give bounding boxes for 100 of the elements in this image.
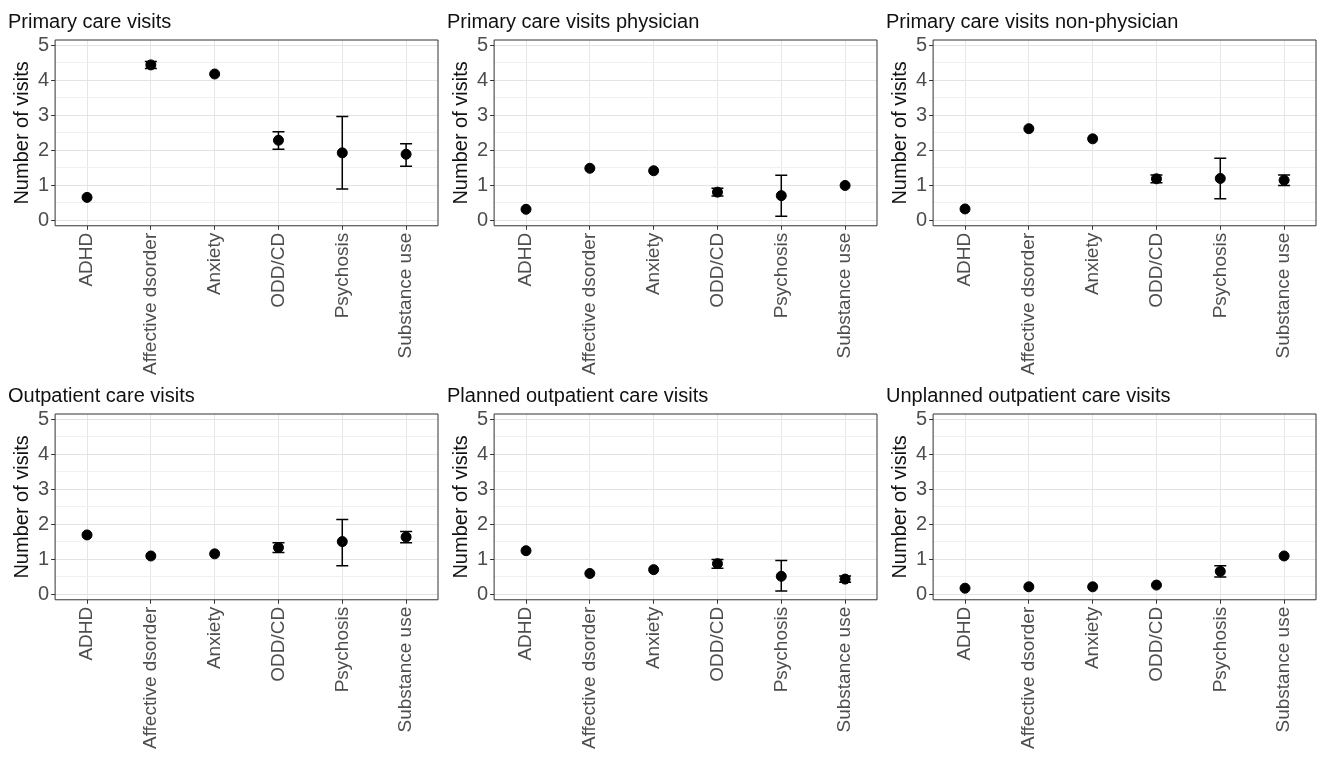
y-axis-title: Number of visits — [9, 61, 32, 205]
y-tick-label: 0 — [916, 582, 928, 605]
y-tick-label: 4 — [38, 67, 50, 90]
x-tick-label: Affective dsorder — [1017, 606, 1039, 750]
y-tick-label: 1 — [916, 172, 928, 195]
point — [584, 162, 596, 174]
point — [209, 68, 221, 80]
y-tick-label: 2 — [38, 137, 50, 160]
x-tick-label: ADHD — [75, 232, 97, 287]
x-tick-label: Affective dsorder — [578, 232, 600, 376]
x-tick-label: Substance use — [394, 232, 416, 359]
x-tick-label: ADHD — [75, 606, 97, 661]
y-tick-label: 1 — [38, 546, 50, 569]
x-tick-label: Affective dsorder — [139, 232, 161, 376]
x-tick-label: Substance use — [833, 606, 855, 733]
y-tick-label: 5 — [38, 406, 50, 429]
chart-title: Primary care visits non-physician — [886, 9, 1179, 32]
x-tick-label: Affective dsorder — [578, 606, 600, 750]
x-tick-label: ADHD — [953, 606, 975, 661]
x-tick-label: Psychosis — [330, 232, 352, 319]
y-axis-title: Number of visits — [9, 435, 32, 579]
point — [775, 190, 787, 202]
y-tick-label: 0 — [477, 208, 489, 231]
y-tick-label: 4 — [916, 441, 928, 464]
chart-title: Outpatient care visits — [8, 383, 195, 406]
point — [959, 203, 971, 215]
point — [1087, 133, 1099, 145]
y-tick-label: 2 — [477, 511, 489, 534]
point — [336, 147, 348, 159]
point — [839, 179, 851, 191]
x-tick-label: Psychosis — [769, 606, 791, 693]
x-tick-label: Substance use — [394, 606, 416, 733]
x-tick-label: Substance use — [1272, 232, 1294, 359]
y-axis-title: Number of visits — [887, 435, 910, 579]
point — [81, 191, 93, 203]
x-tick-label: Anxiety — [1080, 232, 1102, 296]
y-tick-label: 4 — [916, 67, 928, 90]
point — [959, 582, 971, 594]
y-tick-label: 2 — [916, 511, 928, 534]
y-tick-label: 0 — [38, 582, 50, 605]
y-tick-label: 2 — [477, 137, 489, 160]
y-tick-label: 5 — [477, 406, 489, 429]
point — [648, 165, 660, 177]
point — [1278, 550, 1290, 562]
y-tick-label: 3 — [38, 476, 50, 499]
x-tick-label: Psychosis — [1208, 606, 1230, 693]
y-tick-label: 2 — [916, 137, 928, 160]
x-tick-label: Substance use — [1272, 606, 1294, 733]
y-tick-label: 3 — [38, 102, 50, 125]
point — [81, 529, 93, 541]
x-tick-label: ADHD — [953, 232, 975, 287]
point — [209, 548, 221, 560]
point — [336, 536, 348, 548]
x-tick-label: Affective dsorder — [139, 606, 161, 750]
x-tick-label: Anxiety — [1080, 606, 1102, 670]
y-tick-label: 4 — [477, 441, 489, 464]
x-tick-label: Psychosis — [330, 606, 352, 693]
x-tick-label: Psychosis — [1208, 232, 1230, 319]
x-tick-label: Anxiety — [641, 606, 663, 670]
chart-title: Planned outpatient care visits — [447, 383, 709, 406]
x-tick-label: Anxiety — [202, 232, 224, 296]
x-tick-label: ODD/CD — [266, 606, 288, 682]
x-tick-label: ODD/CD — [266, 232, 288, 308]
y-tick-label: 1 — [477, 172, 489, 195]
point — [1150, 579, 1162, 591]
x-tick-label: Affective dsorder — [1017, 232, 1039, 376]
point — [1087, 581, 1099, 593]
y-tick-label: 3 — [477, 476, 489, 499]
y-tick-label: 3 — [477, 102, 489, 125]
y-tick-label: 0 — [38, 208, 50, 231]
point — [145, 550, 157, 562]
x-tick-label: ODD/CD — [705, 232, 727, 308]
y-axis-title: Number of visits — [448, 435, 471, 579]
point — [1214, 172, 1226, 184]
y-tick-label: 1 — [916, 546, 928, 569]
y-tick-label: 3 — [916, 102, 928, 125]
x-tick-label: ODD/CD — [1144, 232, 1166, 308]
chart-title: Primary care visits — [8, 9, 172, 32]
x-tick-label: ADHD — [514, 232, 536, 287]
x-tick-label: ADHD — [514, 606, 536, 661]
y-axis-title: Number of visits — [887, 61, 910, 205]
y-tick-label: 5 — [38, 32, 50, 55]
y-tick-label: 4 — [477, 67, 489, 90]
y-tick-label: 0 — [477, 582, 489, 605]
point — [1023, 123, 1035, 135]
x-tick-label: ODD/CD — [1144, 606, 1166, 682]
point — [520, 203, 532, 215]
x-tick-label: Substance use — [833, 232, 855, 359]
x-tick-label: Psychosis — [769, 232, 791, 319]
y-tick-label: 1 — [477, 546, 489, 569]
y-tick-label: 2 — [38, 511, 50, 534]
x-tick-label: Anxiety — [202, 606, 224, 670]
y-axis-title: Number of visits — [448, 61, 471, 205]
chart-title: Primary care visits physician — [447, 9, 700, 32]
y-tick-label: 5 — [916, 406, 928, 429]
y-tick-label: 5 — [477, 32, 489, 55]
point — [1023, 581, 1035, 593]
x-tick-label: Anxiety — [641, 232, 663, 296]
x-tick-label: ODD/CD — [705, 606, 727, 682]
y-tick-label: 1 — [38, 172, 50, 195]
